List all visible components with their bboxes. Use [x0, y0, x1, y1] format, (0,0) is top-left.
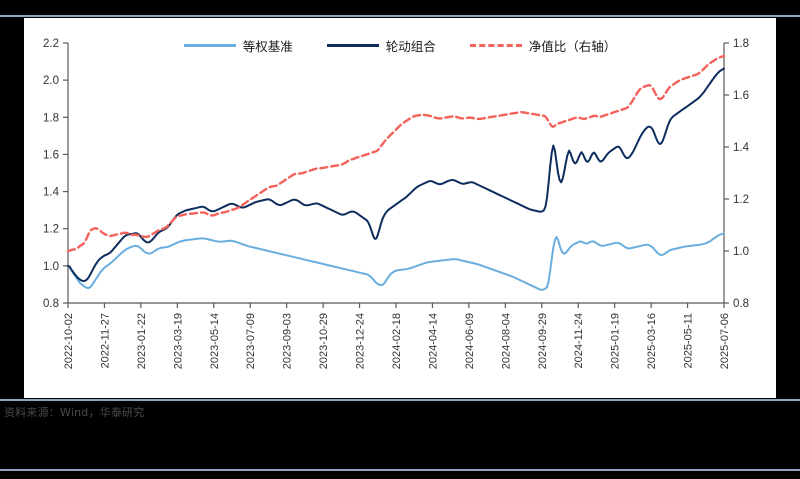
svg-text:2024-04-14: 2024-04-14: [427, 313, 439, 369]
svg-text:2023-03-19: 2023-03-19: [172, 313, 184, 369]
svg-text:2023-07-09: 2023-07-09: [245, 313, 257, 369]
svg-text:2.0: 2.0: [43, 75, 59, 87]
legend-swatch-line-icon-1: [326, 43, 379, 47]
legend-item-0[interactable]: 等权基准: [183, 36, 293, 55]
svg-text:2023-05-14: 2023-05-14: [209, 313, 221, 369]
svg-text:1.0: 1.0: [733, 246, 749, 258]
source-note: 资料来源：Wind，华泰研究: [4, 406, 145, 419]
svg-text:2023-10-29: 2023-10-29: [318, 313, 330, 369]
svg-text:2022-10-02: 2022-10-02: [63, 313, 75, 369]
svg-text:1.2: 1.2: [733, 194, 749, 206]
svg-text:1.0: 1.0: [43, 261, 59, 273]
svg-text:0.8: 0.8: [43, 298, 59, 310]
svg-text:1.6: 1.6: [733, 90, 749, 102]
svg-text:2025-05-11: 2025-05-11: [683, 313, 695, 368]
legend-item-1[interactable]: 轮动组合: [326, 36, 436, 55]
svg-text:2024-11-24: 2024-11-24: [573, 313, 585, 368]
legend-label-0: 等权基准: [242, 38, 293, 54]
series-line-1: [67, 67, 725, 283]
svg-text:2025-03-16: 2025-03-16: [646, 313, 658, 369]
legend-label-2: 净值比（右轴）: [528, 38, 617, 54]
svg-text:1.8: 1.8: [43, 112, 59, 124]
legend-swatch-line-icon-0: [183, 43, 236, 47]
chart-panel: 等权基准 轮动组合 净值比（右轴） 0.8 1.0 1.2 1.4 1.6 1.8 2.0 2…: [24, 18, 776, 398]
series-line-2: [66, 54, 726, 253]
plot-area: 0.8 1.0 1.2 1.4 1.6 1.8 2.0 2.2 0.8 1.0 1.2 1.4 1.6 1…: [24, 18, 776, 398]
plot-svg: 0.8 1.0 1.2 1.4 1.6 1.8 2.0 2.2 0.8 1.0 1.2 1.4 1.6 1…: [43, 38, 750, 369]
svg-text:2024-02-18: 2024-02-18: [391, 313, 403, 369]
svg-text:2023-12-24: 2023-12-24: [355, 313, 367, 369]
source-divider-rule: [0, 399, 800, 401]
svg-text:1.6: 1.6: [43, 149, 59, 161]
svg-text:2025-01-19: 2025-01-19: [610, 313, 622, 369]
svg-text:2023-09-03: 2023-09-03: [282, 313, 294, 369]
svg-text:1.4: 1.4: [733, 142, 750, 154]
chart-legend: 等权基准 轮动组合 净值比（右轴）: [24, 34, 776, 56]
svg-text:1.8: 1.8: [733, 38, 749, 50]
legend-swatch-line-icon-2: [469, 43, 522, 47]
svg-text:2024-08-04: 2024-08-04: [500, 313, 512, 369]
svg-text:1.4: 1.4: [43, 187, 60, 199]
svg-text:2.2: 2.2: [43, 38, 59, 50]
svg-text:2024-09-29: 2024-09-29: [537, 313, 549, 369]
svg-text:2023-01-22: 2023-01-22: [136, 313, 148, 369]
series-line-0: [67, 232, 725, 291]
svg-text:2025-07-06: 2025-07-06: [719, 313, 731, 369]
svg-text:0.8: 0.8: [733, 298, 749, 310]
svg-text:1.2: 1.2: [43, 224, 59, 236]
legend-label-1: 轮动组合: [385, 38, 436, 54]
top-divider-rule: [0, 15, 800, 17]
svg-text:2024-06-09: 2024-06-09: [464, 313, 476, 369]
svg-text:2022-11-27: 2022-11-27: [99, 313, 111, 368]
bottom-divider-rule: [0, 469, 800, 471]
legend-item-2[interactable]: 净值比（右轴）: [469, 36, 617, 55]
